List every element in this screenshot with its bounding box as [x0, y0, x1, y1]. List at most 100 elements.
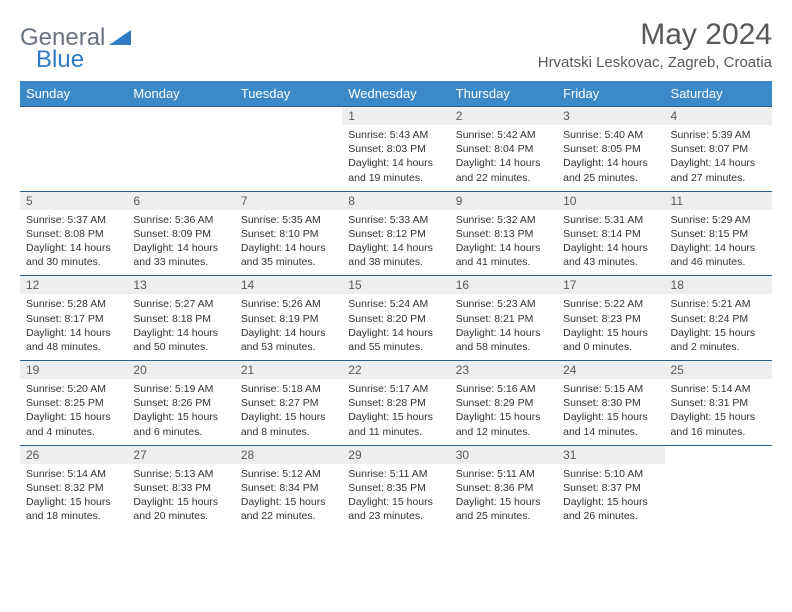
day-number-cell: 19 [20, 361, 127, 380]
sunset-text: Sunset: 8:12 PM [348, 227, 443, 241]
daylight-text: Daylight: 15 hours and 8 minutes. [241, 410, 336, 438]
sunset-text: Sunset: 8:34 PM [241, 481, 336, 495]
weekday-header: Saturday [665, 81, 772, 107]
day-content-cell: Sunrise: 5:29 AMSunset: 8:15 PMDaylight:… [665, 210, 772, 276]
sunset-text: Sunset: 8:09 PM [133, 227, 228, 241]
day-number-cell [20, 107, 127, 126]
sunset-text: Sunset: 8:24 PM [671, 312, 766, 326]
sunrise-text: Sunrise: 5:11 AM [348, 467, 443, 481]
sunrise-text: Sunrise: 5:42 AM [456, 128, 551, 142]
day-content-cell: Sunrise: 5:26 AMSunset: 8:19 PMDaylight:… [235, 294, 342, 360]
sunrise-text: Sunrise: 5:18 AM [241, 382, 336, 396]
day-number-cell: 5 [20, 191, 127, 210]
sunrise-text: Sunrise: 5:14 AM [26, 467, 121, 481]
weekday-header: Thursday [450, 81, 557, 107]
day-number-cell: 12 [20, 276, 127, 295]
sunset-text: Sunset: 8:36 PM [456, 481, 551, 495]
daylight-text: Daylight: 14 hours and 30 minutes. [26, 241, 121, 269]
sunset-text: Sunset: 8:25 PM [26, 396, 121, 410]
calendar-table: Sunday Monday Tuesday Wednesday Thursday… [20, 81, 772, 529]
sunset-text: Sunset: 8:15 PM [671, 227, 766, 241]
daylight-text: Daylight: 15 hours and 26 minutes. [563, 495, 658, 523]
day-content-cell: Sunrise: 5:32 AMSunset: 8:13 PMDaylight:… [450, 210, 557, 276]
day-number-cell: 30 [450, 445, 557, 464]
sunrise-text: Sunrise: 5:23 AM [456, 297, 551, 311]
day-content-cell: Sunrise: 5:21 AMSunset: 8:24 PMDaylight:… [665, 294, 772, 360]
sunset-text: Sunset: 8:20 PM [348, 312, 443, 326]
day-number-cell: 22 [342, 361, 449, 380]
sunrise-text: Sunrise: 5:21 AM [671, 297, 766, 311]
day-number-cell: 15 [342, 276, 449, 295]
daylight-text: Daylight: 14 hours and 55 minutes. [348, 326, 443, 354]
sunset-text: Sunset: 8:21 PM [456, 312, 551, 326]
day-content-cell: Sunrise: 5:22 AMSunset: 8:23 PMDaylight:… [557, 294, 664, 360]
sunset-text: Sunset: 8:32 PM [26, 481, 121, 495]
sunset-text: Sunset: 8:10 PM [241, 227, 336, 241]
daylight-text: Daylight: 14 hours and 35 minutes. [241, 241, 336, 269]
sunset-text: Sunset: 8:30 PM [563, 396, 658, 410]
daylight-text: Daylight: 14 hours and 33 minutes. [133, 241, 228, 269]
sunrise-text: Sunrise: 5:16 AM [456, 382, 551, 396]
daylight-text: Daylight: 14 hours and 58 minutes. [456, 326, 551, 354]
daylight-text: Daylight: 15 hours and 0 minutes. [563, 326, 658, 354]
day-number-cell: 16 [450, 276, 557, 295]
brand-part2: Blue [36, 46, 84, 73]
daylight-text: Daylight: 15 hours and 25 minutes. [456, 495, 551, 523]
daylight-text: Daylight: 15 hours and 11 minutes. [348, 410, 443, 438]
day-content-cell: Sunrise: 5:39 AMSunset: 8:07 PMDaylight:… [665, 125, 772, 191]
day-number-cell: 27 [127, 445, 234, 464]
daylight-text: Daylight: 14 hours and 25 minutes. [563, 156, 658, 184]
weekday-header: Sunday [20, 81, 127, 107]
day-content-cell: Sunrise: 5:18 AMSunset: 8:27 PMDaylight:… [235, 379, 342, 445]
day-number-row: 1234 [20, 107, 772, 126]
day-number-cell: 14 [235, 276, 342, 295]
day-number-cell: 26 [20, 445, 127, 464]
daylight-text: Daylight: 14 hours and 53 minutes. [241, 326, 336, 354]
sunrise-text: Sunrise: 5:15 AM [563, 382, 658, 396]
sunrise-text: Sunrise: 5:43 AM [348, 128, 443, 142]
day-number-cell: 3 [557, 107, 664, 126]
day-number-cell: 20 [127, 361, 234, 380]
sunrise-text: Sunrise: 5:20 AM [26, 382, 121, 396]
day-content-cell: Sunrise: 5:23 AMSunset: 8:21 PMDaylight:… [450, 294, 557, 360]
day-number-cell: 13 [127, 276, 234, 295]
sunrise-text: Sunrise: 5:13 AM [133, 467, 228, 481]
day-content-cell: Sunrise: 5:24 AMSunset: 8:20 PMDaylight:… [342, 294, 449, 360]
daylight-text: Daylight: 14 hours and 22 minutes. [456, 156, 551, 184]
daylight-text: Daylight: 15 hours and 12 minutes. [456, 410, 551, 438]
header: General May 2024 Hrvatski Leskovac, Zagr… [20, 18, 772, 71]
daylight-text: Daylight: 15 hours and 14 minutes. [563, 410, 658, 438]
day-number-cell: 17 [557, 276, 664, 295]
sunset-text: Sunset: 8:26 PM [133, 396, 228, 410]
daylight-text: Daylight: 14 hours and 46 minutes. [671, 241, 766, 269]
day-content-row: Sunrise: 5:28 AMSunset: 8:17 PMDaylight:… [20, 294, 772, 360]
sunrise-text: Sunrise: 5:39 AM [671, 128, 766, 142]
daylight-text: Daylight: 14 hours and 50 minutes. [133, 326, 228, 354]
day-content-row: Sunrise: 5:20 AMSunset: 8:25 PMDaylight:… [20, 379, 772, 445]
sunrise-text: Sunrise: 5:40 AM [563, 128, 658, 142]
day-number-cell: 29 [342, 445, 449, 464]
sunset-text: Sunset: 8:37 PM [563, 481, 658, 495]
sunset-text: Sunset: 8:03 PM [348, 142, 443, 156]
sunrise-text: Sunrise: 5:14 AM [671, 382, 766, 396]
day-number-cell [127, 107, 234, 126]
daylight-text: Daylight: 15 hours and 16 minutes. [671, 410, 766, 438]
month-title: May 2024 [538, 18, 772, 52]
sunrise-text: Sunrise: 5:12 AM [241, 467, 336, 481]
day-number-cell: 28 [235, 445, 342, 464]
sunset-text: Sunset: 8:07 PM [671, 142, 766, 156]
day-number-cell: 10 [557, 191, 664, 210]
location-text: Hrvatski Leskovac, Zagreb, Croatia [538, 54, 772, 71]
daylight-text: Daylight: 14 hours and 19 minutes. [348, 156, 443, 184]
title-block: May 2024 Hrvatski Leskovac, Zagreb, Croa… [538, 18, 772, 71]
day-content-cell: Sunrise: 5:14 AMSunset: 8:31 PMDaylight:… [665, 379, 772, 445]
sunset-text: Sunset: 8:29 PM [456, 396, 551, 410]
daylight-text: Daylight: 15 hours and 4 minutes. [26, 410, 121, 438]
daylight-text: Daylight: 15 hours and 20 minutes. [133, 495, 228, 523]
sunrise-text: Sunrise: 5:11 AM [456, 467, 551, 481]
sunrise-text: Sunrise: 5:28 AM [26, 297, 121, 311]
sunset-text: Sunset: 8:28 PM [348, 396, 443, 410]
sunset-text: Sunset: 8:23 PM [563, 312, 658, 326]
sunset-text: Sunset: 8:31 PM [671, 396, 766, 410]
day-content-row: Sunrise: 5:37 AMSunset: 8:08 PMDaylight:… [20, 210, 772, 276]
